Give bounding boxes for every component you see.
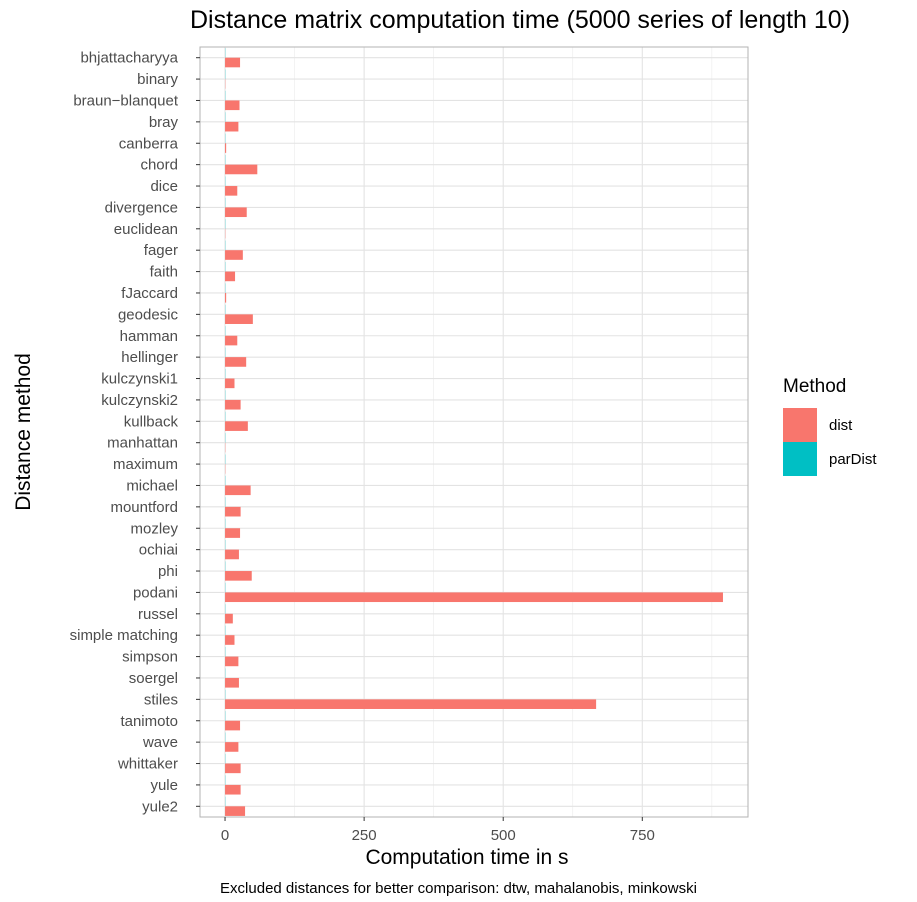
minor-gridlines	[294, 47, 713, 817]
y-tick-label: hamman	[120, 328, 178, 345]
y-tick-label: faith	[150, 264, 178, 281]
plot-border	[199, 46, 749, 818]
y-tick-label: kulczynski1	[101, 371, 178, 388]
bar-dist-30	[225, 699, 597, 709]
bar-dist-26	[225, 613, 233, 624]
legend-key-dist	[783, 408, 817, 442]
bars	[225, 48, 723, 816]
bar-dist-17	[225, 421, 248, 431]
y-tick-label: whittaker	[117, 756, 178, 773]
x-tick-label: 750	[630, 827, 655, 844]
y-tick-label: mountford	[110, 499, 178, 516]
major-gridlines	[200, 47, 748, 817]
chart-caption: Excluded distances for better comparison…	[220, 880, 697, 897]
y-tick-label: tanimoto	[120, 713, 178, 730]
chart-title: Distance matrix computation time (5000 s…	[190, 6, 851, 34]
y-tick-label: maximum	[113, 456, 178, 473]
y-tick-label: kullback	[124, 413, 179, 430]
x-axis-title: Computation time in s	[365, 846, 569, 869]
y-tick-label: russel	[138, 606, 178, 623]
bar-dist-2	[225, 100, 240, 111]
y-tick-label: divergence	[105, 199, 178, 216]
y-tick-label: yule	[150, 777, 178, 794]
legend-item-pardist: parDist	[783, 442, 877, 476]
y-tick-label: fJaccard	[121, 285, 178, 302]
bar-dist-28	[225, 656, 239, 667]
y-tick-label: dice	[150, 178, 178, 195]
y-tick-label: simpson	[122, 649, 178, 666]
bar-dist-12	[225, 314, 253, 324]
bar-dist-9	[225, 250, 243, 260]
x-axis: 0 250 500 750	[221, 817, 655, 844]
y-tick-label: manhattan	[107, 435, 178, 452]
bar-dist-25	[225, 592, 723, 603]
legend-label-dist: dist	[829, 416, 853, 434]
bar-dist-6	[225, 186, 238, 196]
y-tick-label: simple matching	[70, 627, 178, 644]
plot-panel	[200, 47, 748, 817]
y-tick-label: canberra	[119, 135, 179, 152]
bar-dist-15	[225, 378, 235, 389]
bar-dist-20	[225, 485, 251, 496]
bar-dist-34	[225, 784, 241, 795]
bar-dist-3	[225, 121, 239, 132]
y-tick-label: wave	[142, 734, 178, 751]
y-tick-label: hellinger	[121, 349, 178, 366]
bar-dist-23	[225, 549, 239, 560]
y-tick-label: kulczynski2	[101, 392, 178, 409]
y-tick-label: phi	[158, 563, 178, 580]
y-tick-label: ochiai	[139, 542, 178, 559]
bar-dist-7	[225, 207, 247, 218]
y-tick-label: binary	[137, 71, 178, 88]
x-tick-label: 0	[221, 827, 229, 844]
y-axis-title: Distance method	[12, 353, 35, 511]
y-tick-label: bray	[149, 114, 179, 131]
y-tick-label: podani	[133, 584, 178, 601]
bar-dist-29	[225, 677, 239, 688]
y-tick-label: chord	[140, 157, 178, 174]
y-tick-label: braun−blanquet	[73, 92, 179, 109]
y-tick-label: bhjattacharyya	[80, 50, 178, 67]
bar-dist-24	[225, 571, 252, 581]
bar-dist-32	[225, 742, 239, 752]
x-tick-label: 250	[352, 827, 377, 844]
y-tick-label: geodesic	[118, 306, 179, 323]
bar-dist-10	[225, 271, 236, 282]
bar-dist-35	[225, 806, 246, 816]
y-tick-label: mozley	[130, 520, 178, 537]
y-tick-label: fager	[144, 242, 178, 259]
y-tick-label: euclidean	[114, 221, 178, 238]
bar-dist-27	[225, 635, 235, 645]
y-tick-label: michael	[126, 477, 178, 494]
bar-dist-31	[225, 720, 241, 731]
legend-label-pardist: parDist	[829, 450, 877, 468]
y-tick-label: yule2	[142, 798, 178, 815]
legend-item-dist: dist	[783, 408, 877, 442]
legend: Method dist parDist	[783, 376, 877, 476]
bar-dist-5	[225, 164, 258, 175]
bar-dist-21	[225, 506, 241, 517]
bar-dist-11	[225, 292, 227, 303]
bar-dist-16	[225, 399, 241, 410]
bar-dist-13	[225, 335, 238, 346]
y-tick-label: stiles	[144, 691, 178, 708]
y-tick-label: soergel	[129, 670, 178, 687]
bar-dist-0	[225, 57, 241, 68]
bar-dist-22	[225, 528, 241, 538]
bar-dist-4	[225, 143, 227, 153]
bar-dist-14	[225, 357, 247, 367]
legend-key-pardist	[783, 442, 817, 476]
bar-dist-33	[225, 763, 241, 774]
y-axis: bhjattacharyya binary braun−blanquet bray ca…	[70, 50, 200, 815]
legend-title: Method	[783, 376, 847, 397]
x-tick-label: 500	[491, 827, 516, 844]
